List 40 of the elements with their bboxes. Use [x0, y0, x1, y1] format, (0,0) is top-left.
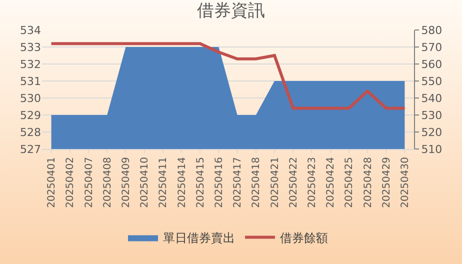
x-tick-label: 20250430: [400, 157, 411, 208]
x-tick-label: 20250401: [46, 157, 58, 208]
x-tick-label: 20250423: [306, 157, 318, 208]
x-tick-label: 20250407: [84, 157, 95, 208]
y-tick-label: 528: [20, 126, 41, 139]
x-tick-label: 20250414: [176, 157, 188, 208]
y2-tick-label: 530: [421, 108, 442, 122]
x-tick-label: 20250416: [214, 157, 225, 208]
x-tick-label: 20250418: [251, 157, 262, 208]
y2-tick-label: 550: [421, 74, 442, 88]
x-tick-label: 20250421: [270, 157, 281, 208]
legend-label: 借券餘額: [280, 230, 328, 245]
y-tick-label: 531: [20, 74, 41, 88]
y2-tick-label: 580: [421, 24, 442, 37]
y2-tick-label: 520: [421, 126, 442, 139]
x-tick-label: 20250402: [65, 157, 76, 208]
x-tick-label: 20250408: [102, 157, 114, 208]
x-tick-label: 20250424: [326, 157, 337, 208]
y2-tick-label: 560: [421, 58, 442, 71]
line-series: [50, 42, 406, 110]
y-tick-label: 527: [20, 142, 41, 156]
chart-title: 借券資訊: [197, 0, 265, 21]
y-tick-label: 529: [20, 108, 41, 122]
y-tick-label: 534: [20, 24, 41, 37]
y-tick-label: 530: [20, 92, 41, 105]
y2-tick-label: 570: [421, 40, 442, 54]
y2-tick-label: 540: [421, 92, 442, 105]
x-tick-label: 20250411: [158, 157, 170, 208]
legend-label: 單日借券賣出: [163, 230, 235, 245]
y-tick-label: 533: [20, 40, 41, 54]
x-tick-label: 20250417: [232, 157, 244, 208]
y2-tick-label: 510: [421, 142, 442, 156]
x-tick-label: 20250415: [195, 157, 206, 208]
x-tick-label: 20250429: [381, 157, 392, 208]
x-tick-label: 20250422: [288, 157, 300, 208]
x-tick-label: 20250409: [120, 157, 132, 208]
x-tick-label: 20250428: [362, 157, 374, 208]
x-tick-label: 20250425: [344, 157, 356, 208]
x-tick-label: 20250410: [140, 157, 151, 208]
y-tick-label: 532: [20, 58, 41, 71]
